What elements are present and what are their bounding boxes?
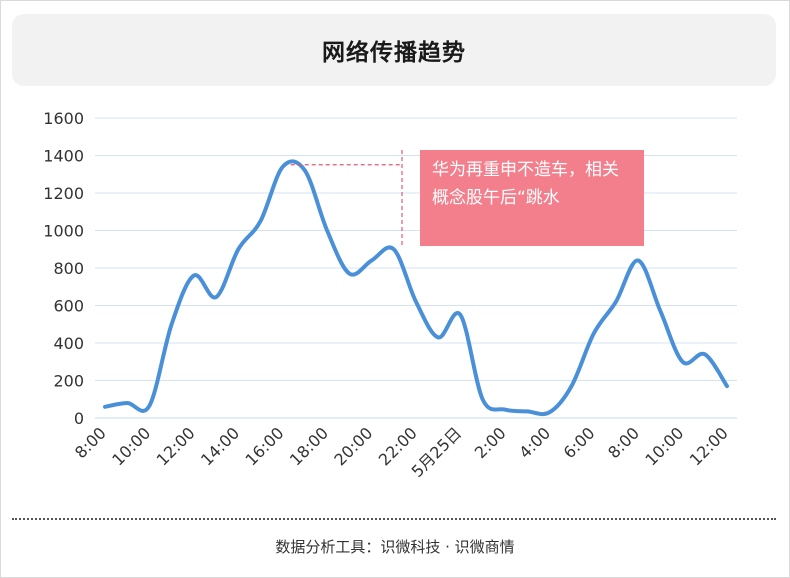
footer-divider [12, 518, 776, 520]
x-tick-label: 4:00 [515, 423, 554, 462]
x-tick-label: 16:00 [242, 423, 288, 469]
y-tick-label: 1200 [43, 184, 84, 203]
y-axis-ticks: 0 200 400 600 800 1000 1200 1400 1600 [43, 109, 84, 428]
title-bar: 网络传播趋势 [12, 14, 776, 86]
page-title: 网络传播趋势 [322, 40, 466, 66]
x-tick-label: 20:00 [330, 423, 376, 469]
footer-credit: 数据分析工具：识微科技 · 识微商情 [275, 538, 515, 556]
annotation-leader [290, 150, 403, 246]
y-tick-label: 200 [53, 372, 84, 391]
y-tick-label: 1000 [43, 222, 84, 241]
x-tick-label: 10:00 [641, 423, 687, 469]
x-tick-label: 6:00 [560, 423, 599, 462]
y-tick-label: 0 [74, 409, 84, 428]
x-tick-label: 12:00 [686, 423, 732, 469]
y-tick-label: 1600 [43, 109, 84, 128]
y-tick-label: 400 [53, 334, 84, 353]
series-line [103, 159, 729, 417]
x-axis-ticks: 8:0010:0012:0014:0016:0018:0020:0022:005… [71, 423, 732, 481]
x-tick-label: 8:00 [71, 423, 110, 462]
x-tick-label: 18:00 [286, 423, 332, 469]
x-tick-label: 10:00 [108, 423, 154, 469]
annotation-callout: 华为再重申不造车，相关概念股午后“跳水 [420, 150, 644, 246]
x-tick-label: 5月25日 [408, 423, 466, 481]
x-tick-label: 8:00 [604, 423, 643, 462]
y-tick-label: 600 [53, 297, 84, 316]
y-tick-label: 800 [53, 259, 84, 278]
x-tick-label: 2:00 [471, 423, 510, 462]
y-tick-label: 1400 [43, 147, 84, 166]
x-tick-label: 12:00 [153, 423, 199, 469]
x-tick-label: 14:00 [197, 423, 243, 469]
